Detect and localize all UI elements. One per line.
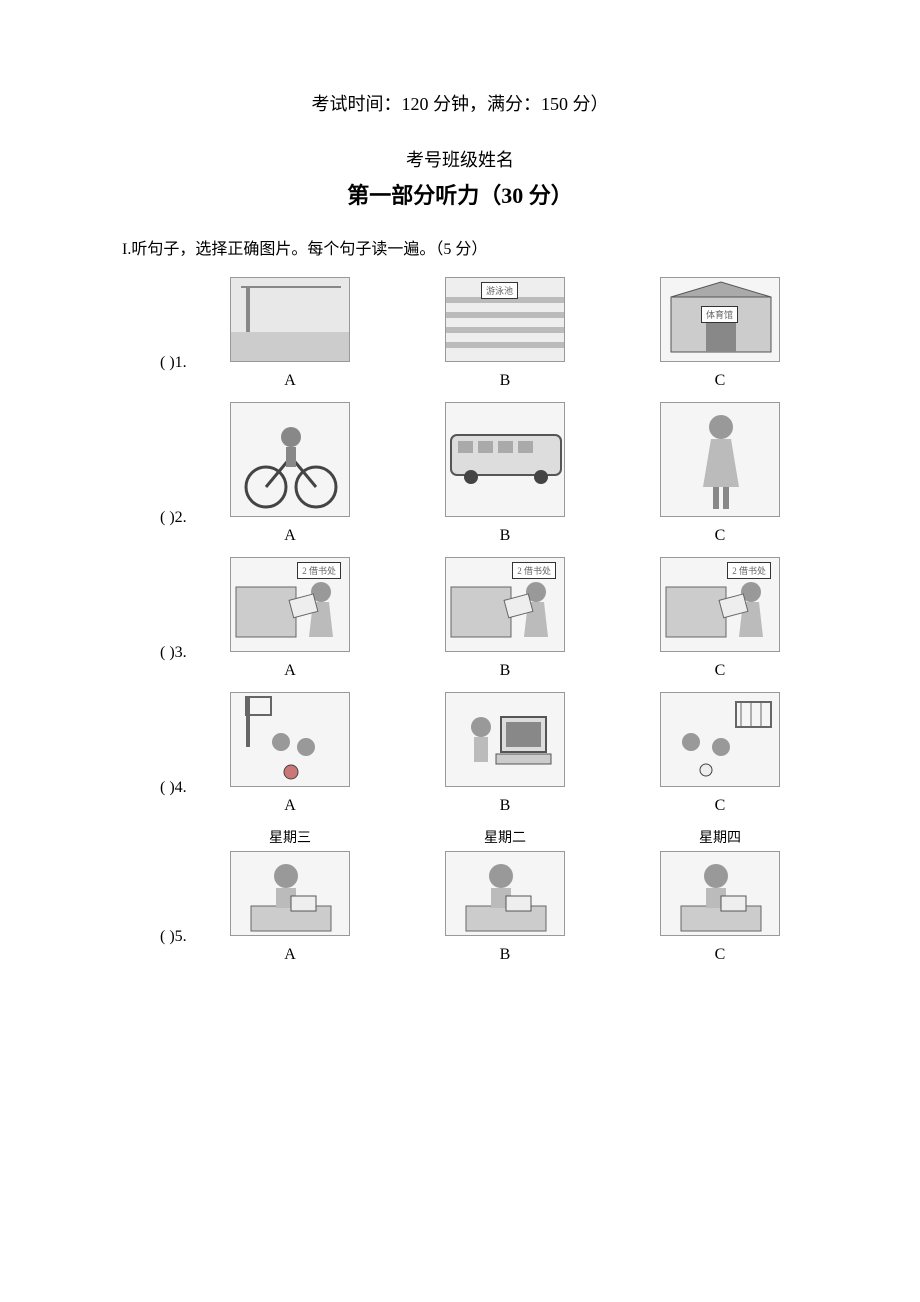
bicycle-icon <box>231 402 349 517</box>
option-label: B <box>500 662 511 680</box>
option-group: 2 借书处 A 2 借书处 B 2 借书处 C <box>230 557 780 680</box>
option-label: B <box>500 797 511 815</box>
exam-time-info: 考试时间：120 分钟，满分：150 分） <box>100 90 820 116</box>
exam-meta-line: 考号班级姓名 <box>100 146 820 172</box>
option-label: A <box>284 372 296 390</box>
question-row: ( )3. 2 借书处 A 2 借书处 B 2 借书处 C <box>100 557 820 680</box>
option-a: A <box>230 277 350 390</box>
option-a: 2 借书处 A <box>230 557 350 680</box>
image-placeholder <box>660 692 780 787</box>
option-b: 2 借书处 B <box>445 557 565 680</box>
image-placeholder <box>660 402 780 517</box>
question-number: ( )1. <box>160 354 230 390</box>
image-placeholder: 2 借书处 <box>445 557 565 652</box>
library-badge: 2 借书处 <box>727 562 771 579</box>
option-c: C <box>660 692 780 815</box>
instruction-text: I.听句子，选择正确图片。每个句子读一遍。（5 分） <box>100 235 820 259</box>
reading-icon <box>446 851 564 936</box>
day-label: 星期四 <box>699 827 741 847</box>
image-placeholder <box>230 277 350 362</box>
gym-badge: 体育馆 <box>701 306 738 323</box>
image-placeholder <box>230 692 350 787</box>
option-group: A B C <box>230 692 780 815</box>
option-label: A <box>284 662 296 680</box>
girl-standing-icon <box>661 402 779 517</box>
option-group: 星期三 A 星期二 B 星期四 C <box>230 827 780 964</box>
option-label: C <box>715 946 726 964</box>
option-label: A <box>284 946 296 964</box>
option-label: B <box>500 372 511 390</box>
option-a: A <box>230 692 350 815</box>
image-placeholder <box>445 402 565 517</box>
library-badge: 2 借书处 <box>512 562 556 579</box>
question-number: ( )2. <box>160 509 230 545</box>
question-row: ( )5. 星期三 A 星期二 B 星期四 C <box>100 827 820 964</box>
option-b: 游泳池 B <box>445 277 565 390</box>
image-placeholder <box>230 851 350 936</box>
question-row: ( )2. A B C <box>100 402 820 545</box>
image-placeholder <box>445 692 565 787</box>
library-badge: 2 借书处 <box>297 562 341 579</box>
section-title: 第一部分听力（30 分） <box>100 178 820 210</box>
reading-icon <box>661 851 779 936</box>
option-label: C <box>715 372 726 390</box>
option-group: A B C <box>230 402 780 545</box>
basketball-icon <box>231 692 349 787</box>
option-label: A <box>284 527 296 545</box>
image-placeholder <box>230 402 350 517</box>
question-number: ( )5. <box>160 928 230 964</box>
image-placeholder: 2 借书处 <box>230 557 350 652</box>
bus-icon <box>446 425 564 495</box>
option-label: B <box>500 946 511 964</box>
computer-icon <box>446 692 564 787</box>
option-c: 2 借书处 C <box>660 557 780 680</box>
day-label: 星期三 <box>269 827 311 847</box>
option-b: B <box>445 692 565 815</box>
option-c: C <box>660 402 780 545</box>
reading-icon <box>231 851 349 936</box>
question-number: ( )4. <box>160 779 230 815</box>
option-a: A <box>230 402 350 545</box>
day-label: 星期二 <box>484 827 526 847</box>
question-number: ( )3. <box>160 644 230 680</box>
image-placeholder: 体育馆 <box>660 277 780 362</box>
question-row: ( )1. A 游泳池 B 体育馆 C <box>100 277 820 390</box>
option-c: 星期四 C <box>660 827 780 964</box>
option-label: C <box>715 662 726 680</box>
image-placeholder <box>445 851 565 936</box>
option-a: 星期三 A <box>230 827 350 964</box>
option-c: 体育馆 C <box>660 277 780 390</box>
option-b: B <box>445 402 565 545</box>
option-label: B <box>500 527 511 545</box>
option-b: 星期二 B <box>445 827 565 964</box>
soccer-icon <box>661 692 779 787</box>
option-group: A 游泳池 B 体育馆 C <box>230 277 780 390</box>
question-row: ( )4. A B C <box>100 692 820 815</box>
beach-icon <box>231 277 349 362</box>
pool-badge: 游泳池 <box>481 282 518 299</box>
option-label: A <box>284 797 296 815</box>
image-placeholder: 游泳池 <box>445 277 565 362</box>
option-label: C <box>715 797 726 815</box>
image-placeholder <box>660 851 780 936</box>
image-placeholder: 2 借书处 <box>660 557 780 652</box>
option-label: C <box>715 527 726 545</box>
